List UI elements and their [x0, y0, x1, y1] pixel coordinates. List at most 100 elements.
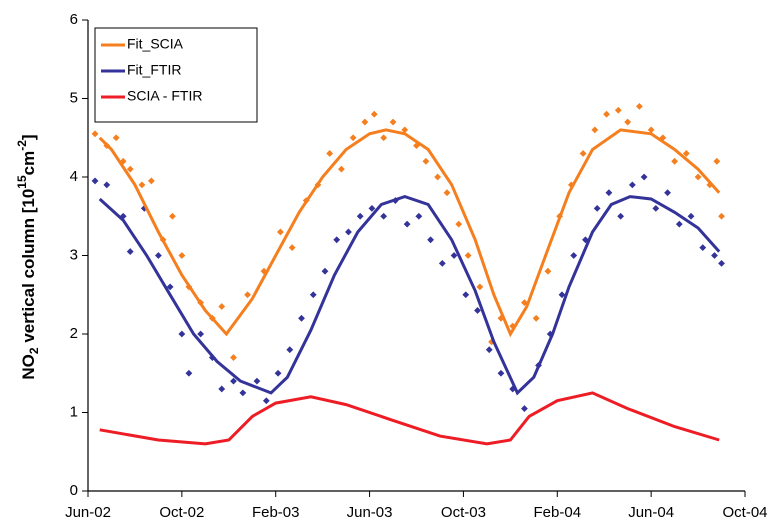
data-point [713, 157, 721, 165]
data-point [462, 291, 470, 299]
data-point [614, 106, 622, 114]
data-point [476, 283, 484, 291]
data-point [361, 118, 369, 126]
y-tick-label: 5 [70, 89, 78, 106]
data-point [338, 165, 345, 173]
legend-label: SCIA - FTIR [127, 88, 202, 104]
y-axis-label-part: NO [19, 354, 38, 380]
data-point [230, 377, 237, 385]
data-point [485, 346, 493, 354]
data-point [370, 110, 378, 118]
data-point [126, 248, 134, 255]
x-tick-label: Jun-03 [347, 504, 393, 521]
data-point [593, 205, 601, 212]
data-point [415, 212, 423, 220]
data-point [603, 110, 610, 118]
data-point [218, 303, 226, 310]
data-point [321, 267, 329, 275]
x-tick-label: Oct-02 [159, 504, 204, 521]
data-point [694, 173, 702, 181]
x-tick-label: Feb-04 [534, 504, 582, 521]
data-point [570, 252, 578, 259]
legend-label: Fit_FTIR [127, 62, 181, 78]
data-point [546, 330, 554, 338]
data-point [380, 212, 388, 220]
data-point [544, 267, 552, 275]
data-point [617, 212, 625, 220]
data-point [197, 330, 205, 338]
data-point [349, 134, 357, 142]
data-point [274, 369, 282, 377]
y-axis-label-part: 2 [27, 347, 41, 354]
y-axis-label: NO2 vertical column [1015cm-2] [15, 134, 41, 379]
data-point [443, 189, 451, 197]
data-point [652, 205, 660, 212]
x-tick-label: Jun-04 [628, 504, 674, 521]
data-point [403, 220, 411, 228]
y-tick-label: 3 [70, 246, 78, 263]
data-point [326, 150, 334, 157]
data-point [169, 212, 176, 220]
y-axis-label-part: vertical column [10 [19, 189, 38, 348]
data-point [636, 102, 643, 110]
data-point [239, 389, 247, 397]
data-point [286, 346, 294, 354]
data-point [262, 397, 270, 405]
data-point [671, 157, 679, 165]
data-point [218, 385, 226, 393]
fit-line [98, 128, 721, 338]
data-point [166, 283, 174, 291]
data-point [450, 252, 458, 259]
data-point [298, 314, 305, 322]
data-point [427, 236, 434, 244]
fit-line [98, 195, 721, 396]
data-point [558, 291, 566, 299]
data-point [253, 377, 261, 385]
data-point [532, 314, 540, 322]
y-axis-label-part: -2 [15, 140, 29, 151]
data-point [591, 126, 599, 134]
data-point [664, 189, 671, 197]
data-point [497, 369, 505, 377]
data-point [230, 354, 237, 361]
fit-line [99, 391, 720, 446]
data-point [138, 181, 146, 189]
data-point [605, 189, 613, 197]
data-point [647, 126, 655, 134]
y-axis-label-part: cm [19, 151, 38, 176]
data-point [345, 228, 352, 236]
data-point [126, 165, 134, 173]
data-point [368, 205, 376, 212]
data-point [178, 330, 186, 338]
x-tick-label: Feb-03 [252, 504, 300, 521]
data-point [380, 134, 388, 142]
data-point [244, 291, 251, 299]
data-point [687, 212, 695, 220]
data-point [277, 228, 284, 236]
data-point [434, 173, 442, 181]
data-point [333, 236, 341, 244]
y-tick-label: 6 [70, 11, 78, 28]
data-point [711, 252, 718, 259]
data-point [185, 369, 193, 377]
data-point [464, 252, 472, 259]
data-point [628, 181, 636, 189]
data-point [699, 244, 707, 252]
data-point [682, 150, 690, 157]
data-point [718, 259, 725, 267]
y-axis-label-part: 15 [15, 175, 29, 189]
data-point [103, 181, 111, 189]
data-point [309, 291, 317, 299]
data-point [579, 150, 587, 157]
x-tick-label: Oct-04 [722, 504, 767, 521]
data-point [401, 126, 409, 134]
data-point [521, 405, 528, 412]
data-point [624, 118, 632, 126]
data-point [178, 252, 186, 259]
y-tick-label: 4 [70, 168, 78, 185]
data-point [675, 220, 683, 228]
y-tick-label: 2 [70, 325, 78, 342]
x-tick-label: Oct-03 [441, 504, 486, 521]
data-point [154, 252, 162, 259]
